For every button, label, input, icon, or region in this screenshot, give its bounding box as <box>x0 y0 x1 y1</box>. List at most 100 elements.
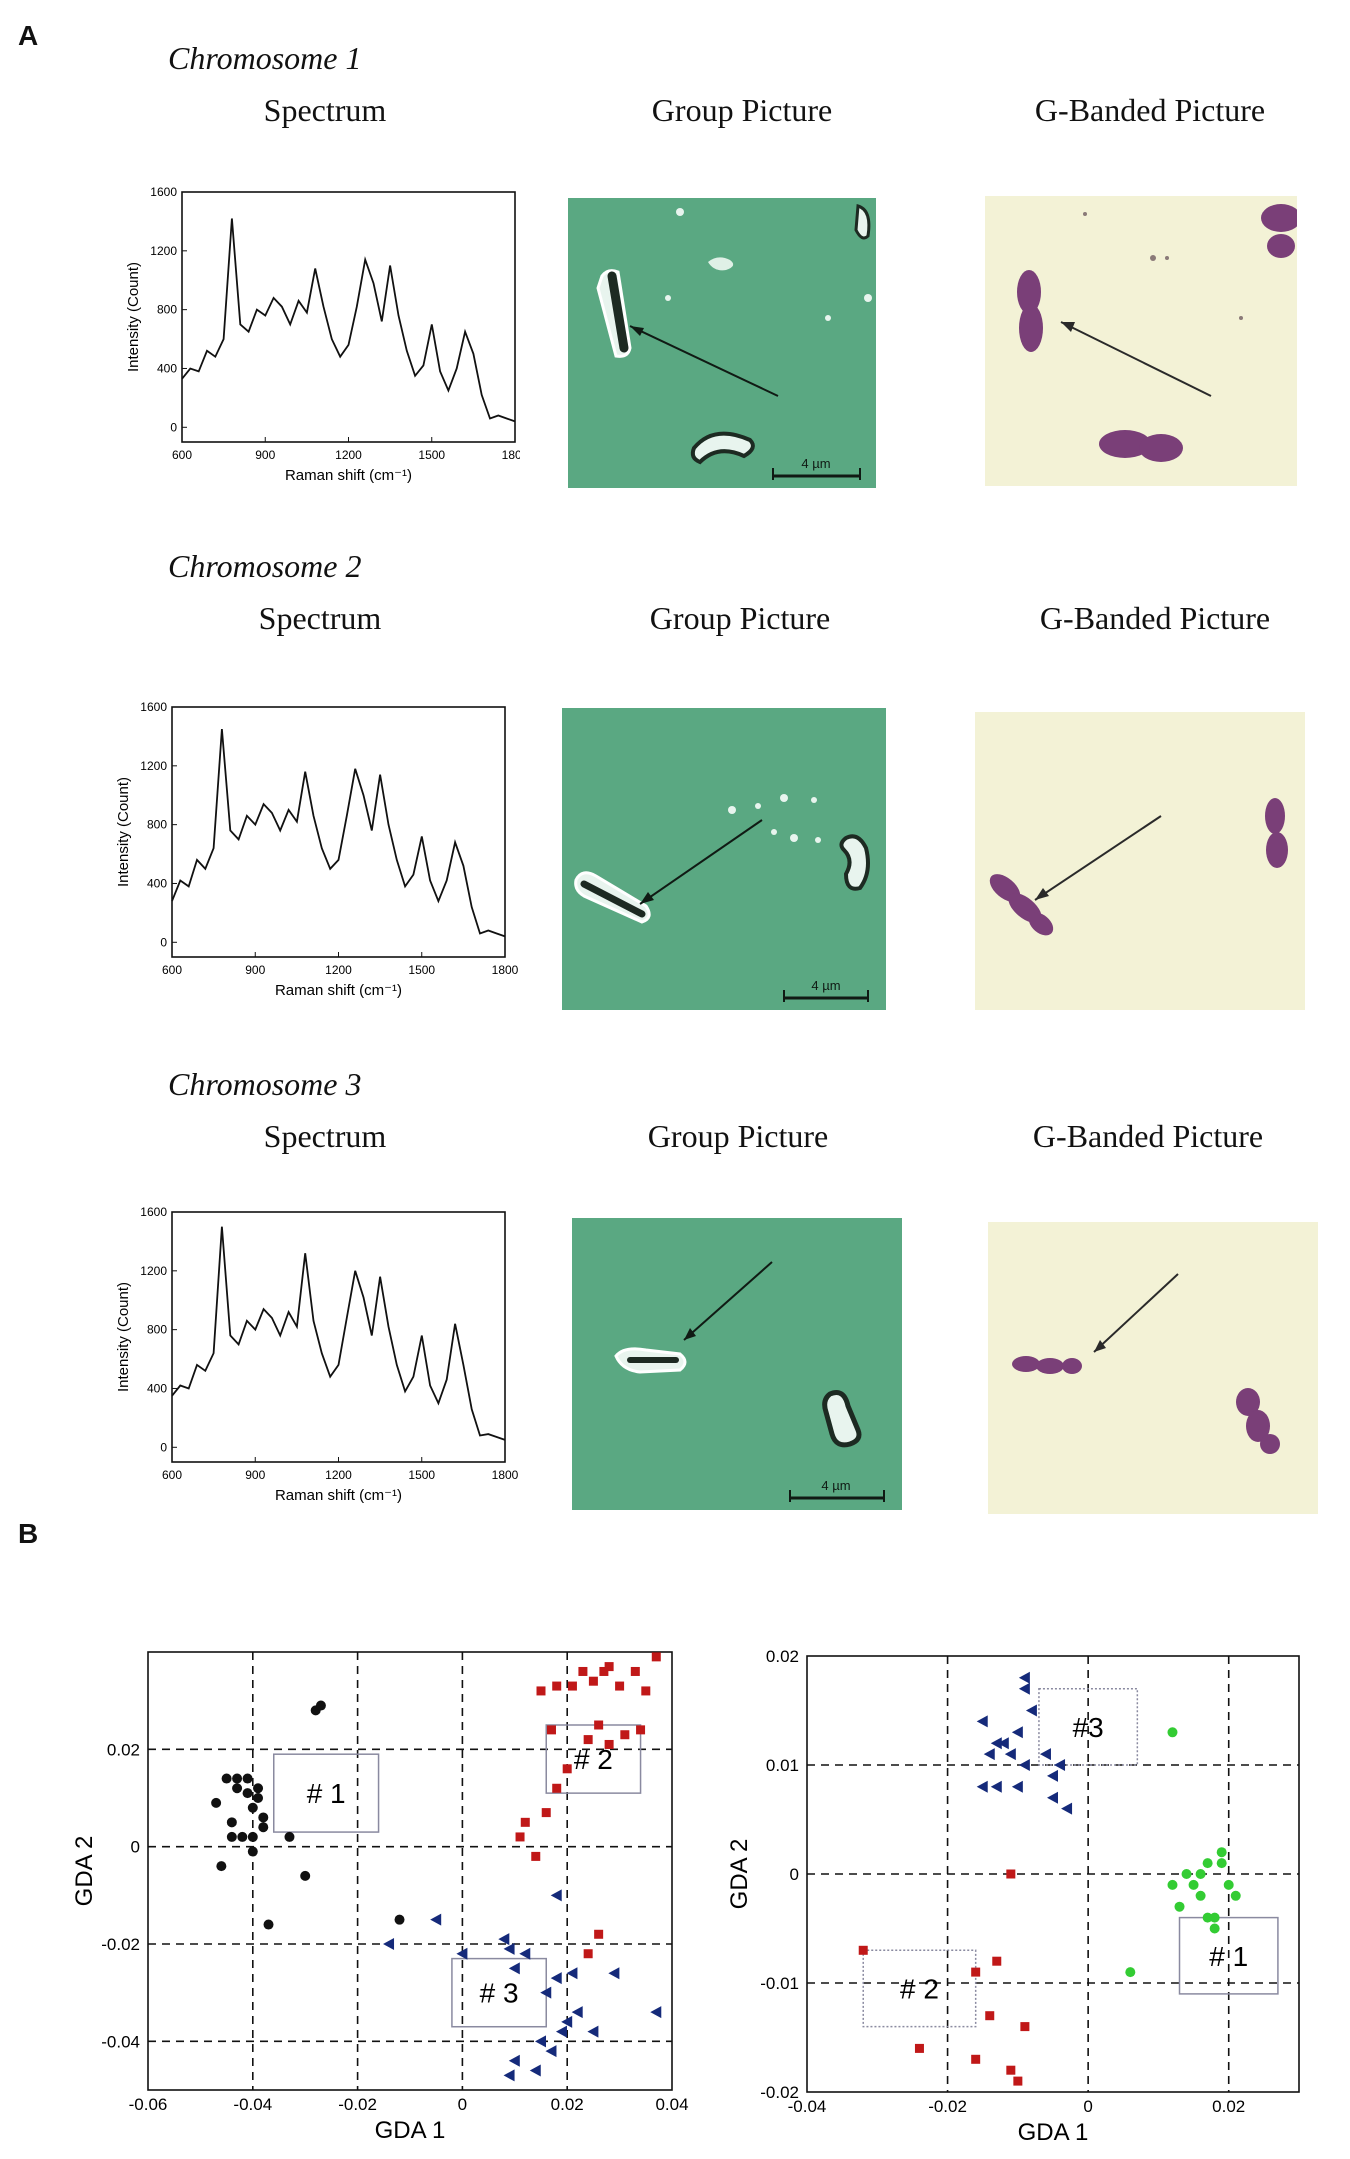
y-tick-label: -0.02 <box>760 2083 799 2102</box>
data-point <box>599 1666 609 1676</box>
data-point <box>515 1832 525 1842</box>
data-point <box>1223 1879 1234 1890</box>
data-point <box>216 1861 227 1872</box>
data-point <box>1125 1967 1136 1978</box>
cluster-box <box>862 1949 977 2028</box>
cluster-label: #3 <box>1073 1712 1104 1743</box>
spectrum-chart-1: 600 900 1200 1500 1800 0 400 800 1200 1600 Raman s… <box>125 185 520 484</box>
data-point <box>1195 1869 1206 1879</box>
chromosome-3-target <box>614 1347 687 1374</box>
data-point <box>221 1773 232 1784</box>
data-point <box>1020 2022 1030 2032</box>
x-tick-label: 1800 <box>502 448 520 462</box>
data-point <box>258 1822 269 1833</box>
x-tick-label: 1500 <box>418 448 445 462</box>
data-point <box>529 2064 541 2077</box>
data-point <box>587 2025 599 2038</box>
x-tick-label: 0 <box>1083 2097 1092 2116</box>
scale-label: 4 µm <box>821 1478 850 1493</box>
x-axis-label: GDA 1 <box>375 2117 446 2144</box>
data-point <box>520 1817 530 1827</box>
data-point <box>594 1929 604 1939</box>
x-tick-label: 600 <box>172 448 192 462</box>
x-tick-label: 1500 <box>408 963 435 977</box>
y-tick-label: 400 <box>147 876 167 890</box>
data-point <box>1047 1769 1058 1782</box>
x-tick-label: 1500 <box>408 1468 435 1482</box>
data-point <box>1018 1682 1030 1695</box>
pointer-arrowhead <box>1061 322 1075 332</box>
y-tick-label: -0.01 <box>760 1974 799 1993</box>
data-point <box>636 1725 646 1735</box>
x-tick-label: 900 <box>245 963 265 977</box>
data-point <box>1174 1901 1185 1912</box>
data-point <box>247 1846 258 1857</box>
chromosome-fragment <box>690 431 755 465</box>
y-tick-label: 0 <box>131 1838 140 1857</box>
col-gband-title-1: G-Banded Picture <box>1034 92 1266 128</box>
data-point <box>650 2006 662 2019</box>
spectrum-chart-2: 600 900 1200 1500 1800 0 400 800 1200 1600 Raman s… <box>115 700 519 999</box>
data-point <box>583 1735 593 1745</box>
chromosome-fragment <box>708 257 734 271</box>
col-group-title-3: Group Picture <box>647 1118 829 1154</box>
data-point <box>550 1972 562 1985</box>
data-point <box>604 1739 614 1749</box>
data-point <box>1202 1912 1213 1923</box>
x-tick-label: 900 <box>245 1468 265 1482</box>
debris <box>1083 212 1243 320</box>
x-axis-label: GDA 1 <box>1018 2119 1089 2146</box>
data-point <box>1167 1879 1178 1890</box>
panel-b-label: B <box>18 1518 39 1549</box>
data-point <box>383 1938 395 1950</box>
cluster-box <box>273 1753 380 1833</box>
data-point <box>550 1889 562 1902</box>
data-point <box>990 1737 1002 1750</box>
scale-label: 4 µm <box>801 456 830 471</box>
data-point <box>1013 2076 1023 2086</box>
data-point <box>1216 1847 1227 1858</box>
data-point <box>531 1851 541 1861</box>
x-axis-label: Raman shift (cm⁻¹) <box>275 982 402 999</box>
data-point <box>253 1783 264 1794</box>
data-point <box>992 1956 1002 1966</box>
data-point <box>300 1870 311 1881</box>
chromosome-2-target <box>574 871 651 924</box>
data-point <box>508 1962 520 1975</box>
y-tick-label: 0 <box>160 1440 167 1454</box>
x-tick-label: -0.02 <box>928 2097 967 2116</box>
row-1-title: Chromosome 1 <box>168 40 362 76</box>
data-point <box>620 1730 630 1740</box>
x-tick-label: -0.04 <box>788 2097 827 2116</box>
spectrum-chart-3: 600 900 1200 1500 1800 0 400 800 1200 1600 Raman s… <box>115 1205 519 1504</box>
x-tick-label: 0 <box>458 2095 467 2114</box>
pointer-arrowhead <box>1035 888 1049 900</box>
data-point <box>1188 1879 1199 1890</box>
x-tick-label: 0.02 <box>1212 2097 1245 2116</box>
chromosome-fragment <box>854 204 871 240</box>
chromosome-1-target <box>596 269 632 358</box>
group-picture-2: 4 µm <box>562 708 886 1010</box>
data-point <box>1181 1869 1192 1879</box>
data-point <box>211 1797 222 1808</box>
data-point <box>983 1748 995 1761</box>
data-point <box>258 1812 269 1823</box>
panel-a-label: A <box>18 20 39 51</box>
gbanded-fragment <box>1265 798 1288 868</box>
data-point <box>858 1945 868 1955</box>
data-point <box>540 1986 552 1999</box>
cluster-label: # 1 <box>1209 1941 1248 1972</box>
data-point <box>232 1783 243 1794</box>
cluster-box <box>1178 1916 1279 1995</box>
cluster-label: # 3 <box>480 1978 519 2009</box>
data-point <box>562 1764 572 1774</box>
group-picture-bg <box>562 708 886 1010</box>
group-picture-1: 4 µm <box>568 198 876 488</box>
x-tick-label: 1200 <box>325 1468 352 1482</box>
data-point <box>985 2011 995 2021</box>
data-point <box>1006 1869 1016 1879</box>
data-point <box>971 1967 981 1977</box>
x-tick-label: -0.02 <box>338 2095 377 2114</box>
data-point <box>552 1681 562 1691</box>
data-point <box>571 2006 583 2019</box>
